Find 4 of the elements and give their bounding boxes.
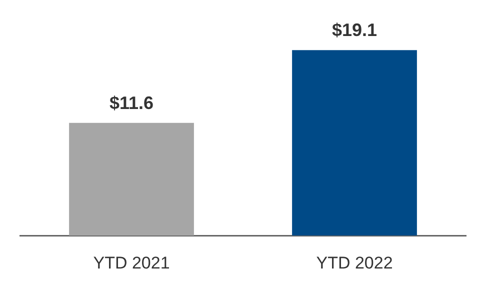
x-tick-label: YTD 2022	[316, 253, 393, 272]
x-tick-label: YTD 2021	[93, 253, 170, 272]
data-label: $19.1	[332, 20, 378, 40]
data-label: $11.6	[109, 92, 154, 113]
